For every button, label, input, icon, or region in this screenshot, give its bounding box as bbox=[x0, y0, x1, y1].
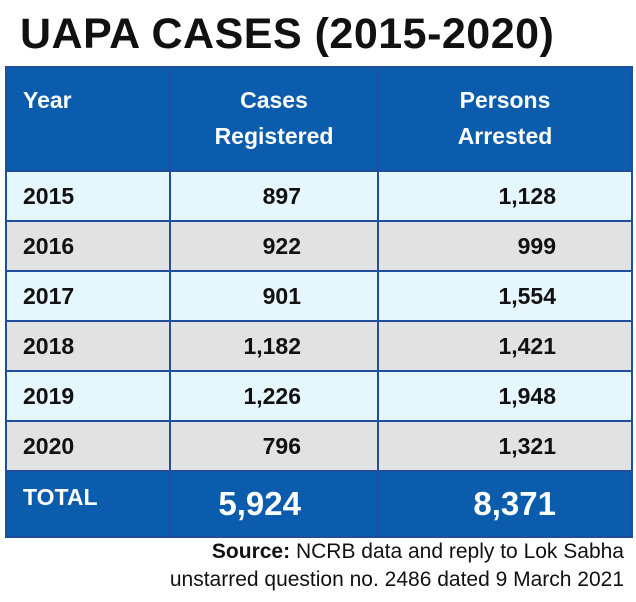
table-row: 2015 897 1,128 bbox=[5, 170, 633, 222]
arrested-cell: 1,321 bbox=[377, 420, 633, 472]
header-year: Year bbox=[5, 66, 171, 172]
header-arrested-line1: Persons bbox=[459, 87, 551, 113]
year-cell: 2020 bbox=[5, 420, 171, 472]
arrested-cell: 1,554 bbox=[377, 270, 633, 322]
table-row: 2017 901 1,554 bbox=[5, 270, 633, 322]
year-cell: 2016 bbox=[5, 220, 171, 272]
arrested-cell: 1,948 bbox=[377, 370, 633, 422]
source-text-1: NCRB data and reply to Lok Sabha bbox=[295, 540, 624, 563]
total-row: TOTAL 5,924 8,371 bbox=[5, 470, 633, 538]
cases-cell: 1,226 bbox=[169, 370, 379, 422]
total-label: TOTAL bbox=[5, 470, 171, 538]
table-row: 2018 1,182 1,421 bbox=[5, 320, 633, 372]
header-year-line1: Year bbox=[23, 87, 72, 113]
year-cell: 2019 bbox=[5, 370, 171, 422]
total-cases: 5,924 bbox=[169, 470, 379, 538]
source-text-2: unstarred question no. 2486 dated 9 Marc… bbox=[169, 568, 624, 591]
cases-cell: 922 bbox=[169, 220, 379, 272]
header-cases: Cases Registered bbox=[169, 66, 379, 172]
chart-title: UAPA CASES (2015-2020) bbox=[20, 10, 555, 58]
header-row: Year Cases Registered Persons Arrested bbox=[5, 66, 633, 172]
uapa-table: Year Cases Registered Persons Arrested 2… bbox=[5, 66, 633, 538]
year-cell: 2015 bbox=[5, 170, 171, 222]
source-label: Source: bbox=[211, 540, 291, 563]
table-row: 2019 1,226 1,948 bbox=[5, 370, 633, 422]
arrested-cell: 1,128 bbox=[377, 170, 633, 222]
header-cases-line2: Registered bbox=[214, 123, 334, 149]
table-row: 2020 796 1,321 bbox=[5, 420, 633, 472]
source-line-1: Source: NCRB data and reply to Lok Sabha bbox=[170, 538, 624, 566]
year-cell: 2018 bbox=[5, 320, 171, 372]
table-row: 2016 922 999 bbox=[5, 220, 633, 272]
header-arrested: Persons Arrested bbox=[377, 66, 633, 172]
header-cases-line1: Cases bbox=[240, 87, 308, 113]
header-arrested-line2: Arrested bbox=[457, 123, 553, 149]
year-cell: 2017 bbox=[5, 270, 171, 322]
arrested-cell: 1,421 bbox=[377, 320, 633, 372]
arrested-cell: 999 bbox=[377, 220, 633, 272]
cases-cell: 897 bbox=[169, 170, 379, 222]
cases-cell: 1,182 bbox=[169, 320, 379, 372]
cases-cell: 796 bbox=[169, 420, 379, 472]
total-arrested: 8,371 bbox=[377, 470, 633, 538]
cases-cell: 901 bbox=[169, 270, 379, 322]
source-note: Source: NCRB data and reply to Lok Sabha… bbox=[170, 538, 624, 594]
